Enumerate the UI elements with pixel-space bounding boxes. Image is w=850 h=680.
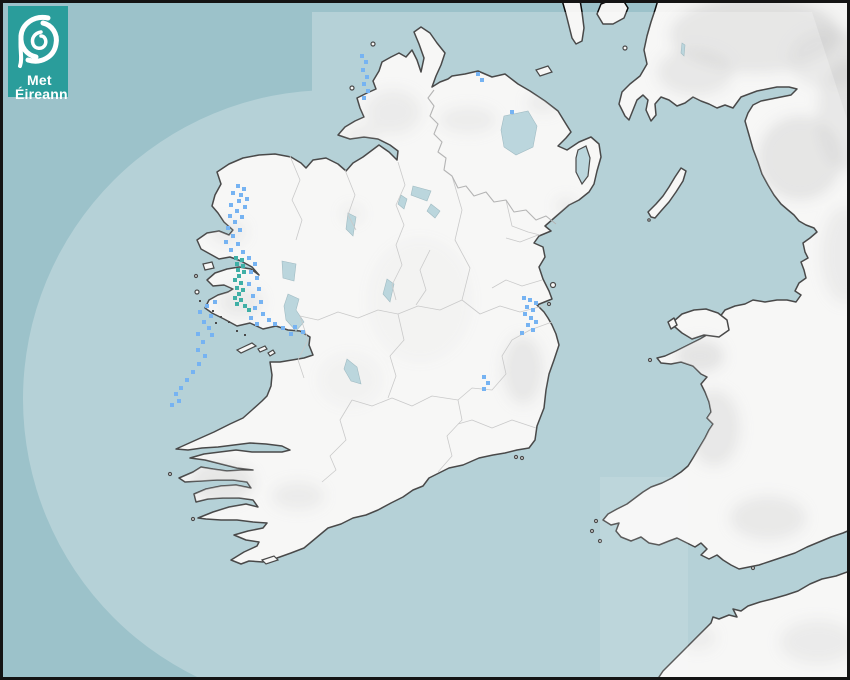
strangford-lough [575,145,591,186]
terrain-shading [190,0,850,664]
radar-tile-edge-artifact [600,477,688,680]
northern-ireland-border [427,89,557,225]
upper-lough-erne [426,203,441,219]
lough-mask [281,260,297,282]
rain-light-layer [170,54,538,407]
radar-coverage-overlay [23,12,850,680]
cyclone-swirl-icon [18,14,59,68]
lough-derg [343,358,362,385]
small-islands [167,41,756,571]
rain-moderate-layer [233,256,251,312]
lough-allen [397,194,408,210]
county-boundaries [289,89,557,483]
met-eireann-logo: Met Éireann [8,6,68,102]
lough-neagh [500,110,538,156]
logo-text-eireann: Éireann [15,86,68,102]
lower-lough-erne [410,185,432,202]
lough-conn [345,212,357,237]
landmasses [167,0,850,680]
lakes [281,42,686,385]
lough-ree [382,278,395,303]
lough-corrib [283,293,305,332]
galloway-loch [680,42,686,57]
logo-text-met: Met [27,72,52,88]
